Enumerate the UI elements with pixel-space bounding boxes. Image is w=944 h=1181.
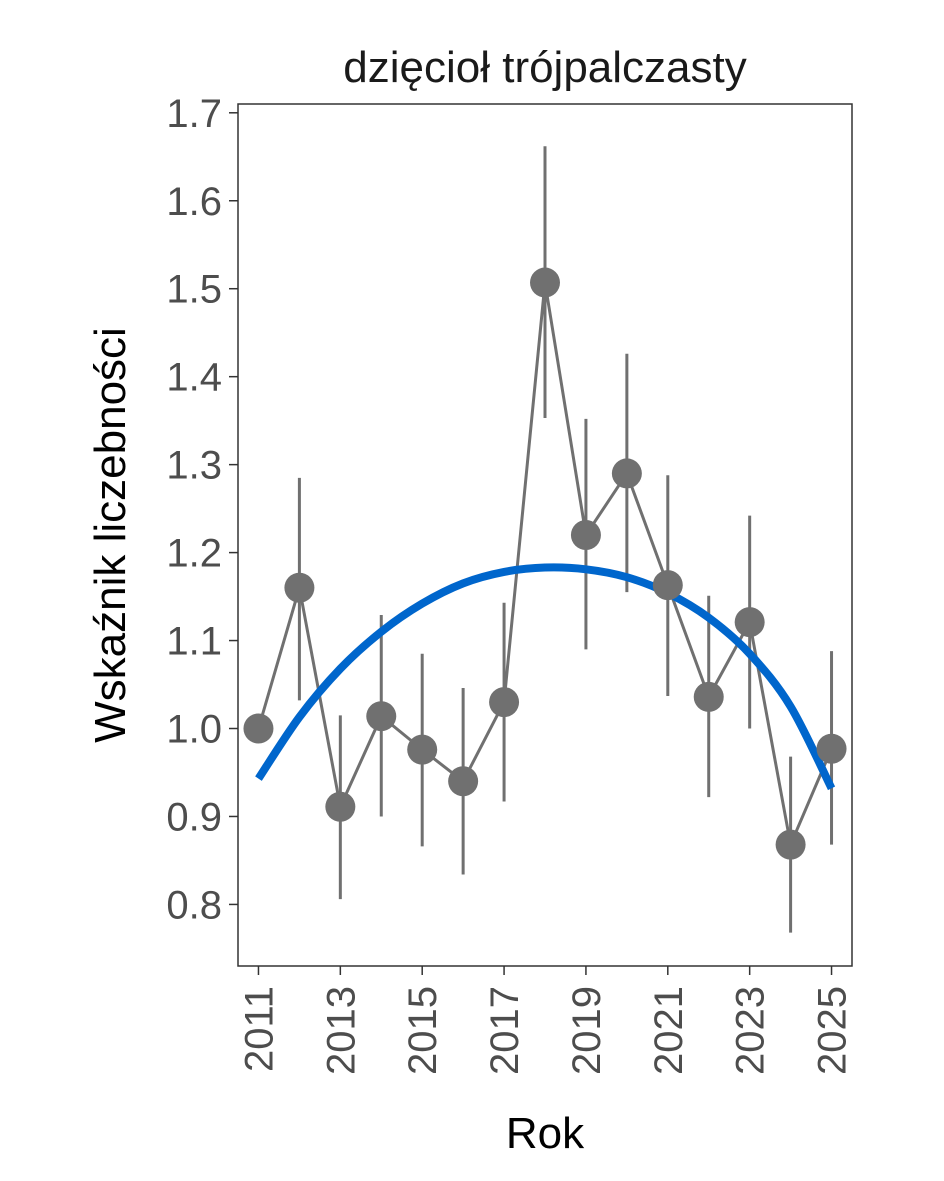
x-tick-label: 2011 — [237, 986, 281, 1072]
y-tick-label: 1.7 — [166, 92, 222, 136]
y-tick-label: 0.8 — [166, 883, 222, 927]
data-point — [284, 572, 315, 603]
y-axis: 0.8 0.9 1.0 1.1 1.2 1.3 1.4 1.5 1.6 1.7 — [166, 92, 238, 927]
y-tick-label: 1.2 — [166, 532, 222, 576]
y-axis-title: Wskaźnik liczebności — [86, 327, 135, 743]
y-tick-label: 1.0 — [166, 708, 222, 752]
x-tick-label: 2025 — [811, 986, 855, 1075]
y-tick-label: 1.5 — [166, 268, 222, 312]
x-tick-label: 2021 — [647, 986, 691, 1075]
data-point — [693, 681, 724, 712]
y-tick-label: 0.9 — [166, 795, 222, 839]
observed-points — [243, 267, 847, 860]
y-tick-label: 1.4 — [166, 356, 222, 400]
x-tick-label: 2023 — [729, 986, 773, 1075]
plot-panel-border — [237, 103, 853, 967]
data-point — [530, 267, 560, 298]
data-point — [366, 701, 397, 732]
data-point — [489, 687, 520, 718]
trend-series-line — [255, 563, 836, 791]
data-point — [775, 829, 806, 860]
data-point — [448, 766, 479, 797]
error-bars — [297, 146, 834, 933]
data-point — [652, 570, 683, 601]
x-tick-label: 2017 — [483, 986, 527, 1075]
data-point — [816, 733, 847, 764]
y-tick-label: 1.1 — [166, 620, 222, 664]
y-tick-label: 1.6 — [166, 180, 222, 224]
data-point — [734, 607, 765, 638]
x-tick-label: 2015 — [401, 986, 445, 1075]
data-point — [407, 734, 438, 765]
x-axis: 2011 2013 2015 2017 2019 2021 2023 2025 — [237, 966, 855, 1075]
x-tick-label: 2019 — [565, 986, 609, 1075]
data-point — [325, 791, 356, 822]
trend-curve — [255, 563, 836, 791]
x-tick-label: 2013 — [319, 986, 363, 1075]
data-point — [243, 713, 274, 744]
chart-title: dzięcioł trójpalczasty — [343, 43, 747, 92]
data-point — [570, 520, 601, 550]
x-axis-title: Rok — [506, 1109, 585, 1158]
data-point — [611, 458, 642, 489]
y-tick-label: 1.3 — [166, 444, 222, 488]
